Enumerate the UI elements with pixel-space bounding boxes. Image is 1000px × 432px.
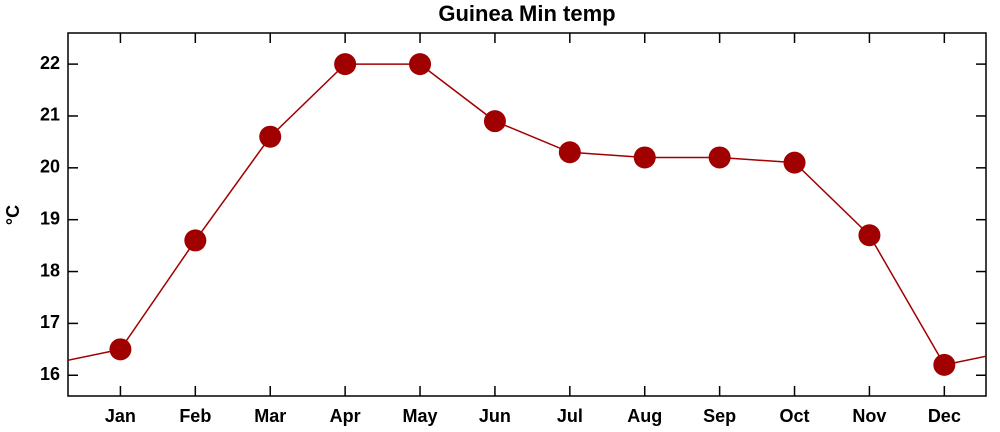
y-tick-label: 17 — [40, 312, 60, 332]
y-tick-label: 20 — [40, 157, 60, 177]
data-point — [933, 353, 956, 376]
x-tick-label: Sep — [703, 406, 736, 426]
data-point — [558, 141, 581, 164]
x-tick-label: Apr — [330, 406, 361, 426]
y-tick-label: 16 — [40, 364, 60, 384]
wrap-segment — [68, 348, 121, 361]
data-point — [259, 125, 282, 148]
data-point — [409, 53, 432, 76]
y-tick-label: 18 — [40, 260, 60, 280]
x-tick-label: Feb — [179, 406, 211, 426]
x-tick-label: May — [403, 406, 438, 426]
plot-frame — [67, 32, 987, 397]
data-point — [858, 224, 881, 247]
x-tick-label: Aug — [627, 406, 662, 426]
chart-title: Guinea Min temp — [438, 1, 615, 26]
data-line — [119, 63, 945, 366]
x-tick-label: Jun — [479, 406, 511, 426]
wrap-segment — [944, 355, 986, 366]
data-point — [483, 110, 506, 133]
y-tick-label: 21 — [40, 105, 60, 125]
data-point — [708, 146, 731, 169]
y-axis-label: °C — [3, 205, 23, 225]
data-point — [184, 229, 207, 252]
x-tick-label: Mar — [254, 406, 286, 426]
data-point — [109, 338, 132, 361]
x-tick-label: Dec — [928, 406, 961, 426]
x-tick-label: Oct — [780, 406, 810, 426]
data-point — [783, 151, 806, 174]
data-point — [334, 53, 357, 76]
y-tick-label: 22 — [40, 53, 60, 73]
x-tick-label: Jul — [557, 406, 583, 426]
x-tick-label: Jan — [105, 406, 136, 426]
y-tick-label: 19 — [40, 208, 60, 228]
x-tick-label: Nov — [852, 406, 886, 426]
data-point — [633, 146, 656, 169]
